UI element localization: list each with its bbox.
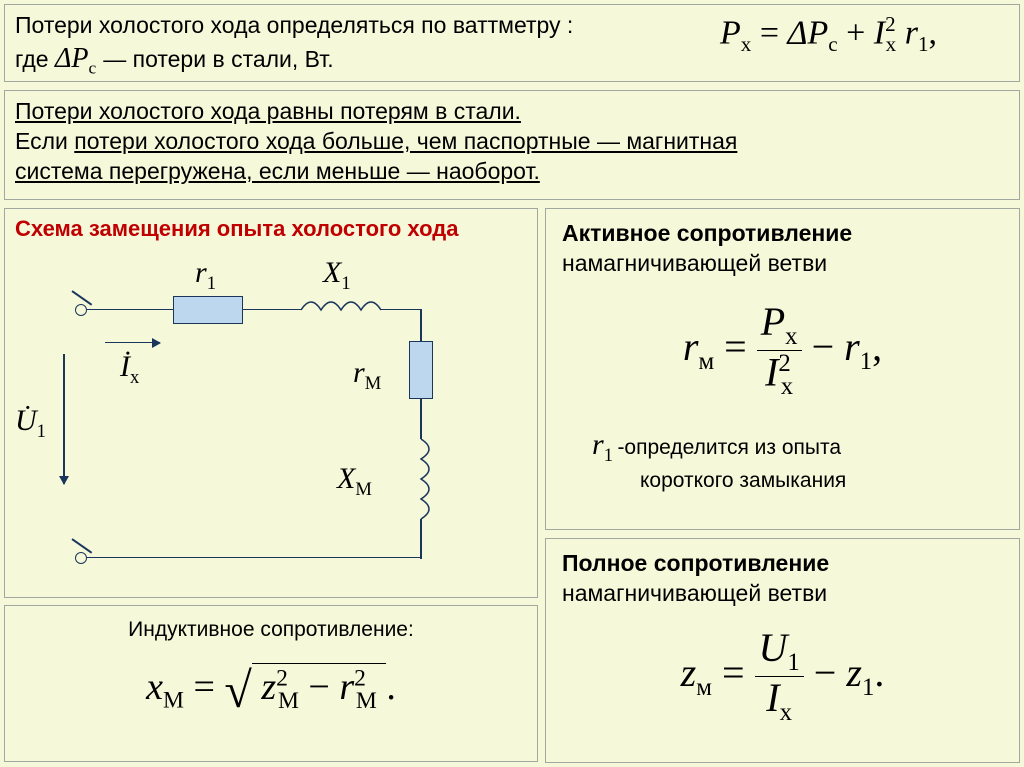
steel-l3: система перегружена, если меньше — наобо… [15, 157, 1009, 187]
terminal-bot [75, 552, 87, 564]
steel-l1: Потери холостого хода равны потерям в ст… [15, 97, 1009, 127]
act-title: Активное сопротивление намагничивающей в… [562, 219, 1003, 279]
section-active-R: Активное сопротивление намагничивающей в… [545, 208, 1020, 530]
note-r1: r1 -определится из опыта короткого замык… [592, 428, 1003, 494]
schema-title: Схема замещения опыта холостого хода [15, 215, 527, 244]
label-rM: rМ [353, 356, 381, 395]
resistor-rM [409, 341, 433, 399]
terminal-top [75, 304, 87, 316]
wire [87, 557, 422, 559]
top-line2b: — потери в стали, Вт. [103, 46, 333, 72]
formula-xM: xМ = √ z2М − r2М . [15, 661, 527, 719]
arrow-U1 [63, 354, 65, 484]
dP-sym: ΔP [55, 43, 89, 74]
section-schema: Схема замещения опыта холостого хода r1 … [4, 208, 538, 598]
resistor-r1 [173, 296, 243, 324]
formula-zM: zм = U1 Iх − z1. [562, 627, 1003, 726]
label-U1: U̇1 [15, 404, 46, 443]
full-title: Полное сопротивление намагничивающей вет… [562, 549, 1003, 609]
formula-Px: Pх = ΔPс + I2х r1, [720, 12, 937, 57]
section-steel-losses: Потери холостого хода равны потерям в ст… [4, 90, 1020, 200]
section-full-Z: Полное сопротивление намагничивающей вет… [545, 538, 1020, 763]
steel-l2: Если потери холостого хода больше, чем п… [15, 127, 1009, 157]
section-inductive: Индуктивное сопротивление: xМ = √ z2М − … [4, 605, 538, 762]
inductive-title: Индуктивное сопротивление: [15, 616, 527, 643]
circuit-diagram: r1 X1 rМ XМ İx U̇1 [45, 264, 495, 564]
top-dP: ΔPс [55, 43, 103, 74]
wire [420, 399, 422, 439]
wire [420, 309, 422, 341]
label-X1: X1 [323, 256, 351, 295]
top-line2a: где [15, 46, 55, 72]
label-Ix: İx [120, 350, 139, 389]
wire [381, 309, 421, 311]
wire [243, 309, 301, 311]
dP-sub: с [89, 58, 97, 77]
inductor-X1 [301, 298, 383, 322]
wire [420, 519, 422, 559]
wire [87, 309, 173, 311]
arrow-Ix [105, 342, 160, 344]
label-XM: XМ [337, 462, 372, 501]
label-r1: r1 [195, 256, 216, 295]
inductor-XM [409, 439, 433, 521]
formula-rM: rм = Pх I2х − r1, [562, 301, 1003, 400]
